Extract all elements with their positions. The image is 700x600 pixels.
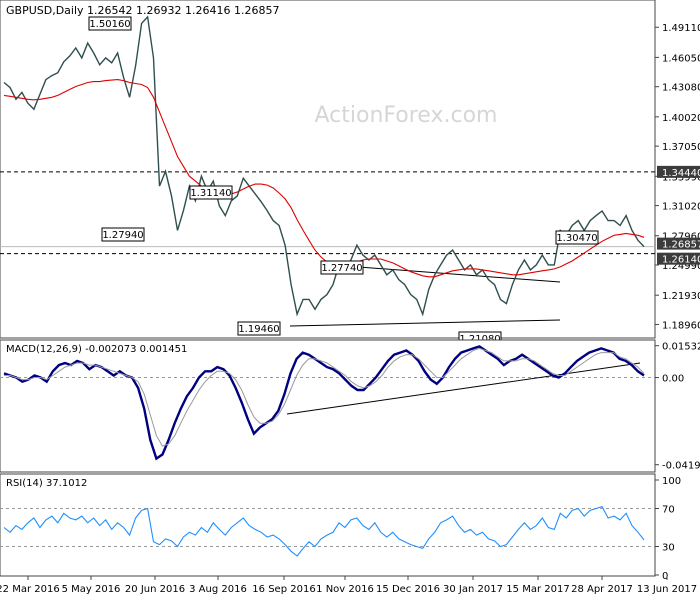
macd-signal-line xyxy=(4,347,645,447)
date-axis-label: 15 Mar 2017 xyxy=(506,584,569,595)
price-annotation-box xyxy=(320,260,364,275)
price-axis-label: 1.37050 xyxy=(662,142,700,153)
price-series-group xyxy=(3,15,645,317)
date-axis: 22 Mar 2016 5 May 2016 20 Jun 2016 3 Aug 20… xyxy=(0,576,697,595)
date-axis-label: 22 Mar 2016 xyxy=(0,584,60,595)
macd-axis: 0.015325 0.00 -0.041959 xyxy=(0,342,700,472)
rsi-axis-label: 70 xyxy=(662,505,675,516)
macd-panel-frame xyxy=(0,339,656,473)
date-axis-label: 15 Dec 2016 xyxy=(376,584,440,595)
price-tag xyxy=(657,252,700,265)
symbol-label: GBPUSD,Daily xyxy=(6,4,84,17)
price-annotation-label: 1.30470 xyxy=(556,233,597,244)
price-annotation-box xyxy=(101,227,145,242)
date-axis-label: 20 Jun 2016 xyxy=(125,584,185,595)
price-annotation-label: 1.31140 xyxy=(190,188,231,199)
macd-title: MACD(12,26,9) -0.002073 0.001451 xyxy=(6,344,187,355)
macd-axis-label: 0.00 xyxy=(662,374,684,385)
price-tag-label: 1.26140 xyxy=(662,255,700,266)
price-axis-label: 1.31020 xyxy=(662,202,700,213)
macd-trendline xyxy=(286,362,641,415)
date-axis-label: 16 Sep 2016 xyxy=(252,584,315,595)
price-axis-label: 1.43080 xyxy=(662,83,700,94)
price-tag xyxy=(657,237,700,250)
price-annotation-label: 1.27940 xyxy=(102,230,143,241)
rsi-line xyxy=(3,505,645,557)
macd-line xyxy=(3,345,645,461)
price-tags: 1.34440 1.26857 1.26140 xyxy=(657,165,700,266)
price-annotation-box xyxy=(555,230,599,245)
date-axis-label: 30 Jan 2017 xyxy=(443,584,503,595)
date-axis-label: 3 Aug 2016 xyxy=(189,584,247,595)
macd-series-group xyxy=(3,345,645,461)
rsi-panel-frame xyxy=(0,473,656,577)
watermark: ActionForex.com xyxy=(315,103,498,128)
price-axis-label: 1.49110 xyxy=(662,23,700,34)
rsi-panel: RSI(14) 37.1012 100 70 30 0 xyxy=(0,473,681,582)
price-axis: 1.491101.460501.430801.400201.370501.339… xyxy=(655,23,700,331)
price-line xyxy=(3,15,645,317)
price-axis-label: 1.40020 xyxy=(662,113,700,124)
macd-axis-label: 0.015325 xyxy=(662,342,700,353)
macd-axis-label: -0.041959 xyxy=(662,461,700,472)
price-tag xyxy=(657,165,700,178)
rsi-axis: 100 70 30 0 xyxy=(0,476,681,582)
macd-panel: MACD(12,26,9) -0.002073 0.001451 0.01532… xyxy=(0,339,700,473)
date-axis-label: 5 May 2016 xyxy=(62,584,121,595)
rsi-axis-label: 30 xyxy=(662,543,675,554)
price-annotation-box xyxy=(189,185,233,200)
price-reference-lines xyxy=(0,171,655,255)
ohlc-label: 1.26542 1.26932 1.26416 1.26857 xyxy=(87,4,279,17)
price-annotation-label: 1.27740 xyxy=(321,263,362,274)
rsi-title: RSI(14) 37.1012 xyxy=(6,478,87,489)
date-axis-label: 28 Apr 2017 xyxy=(571,584,633,595)
price-axis-label: 1.46050 xyxy=(662,53,700,64)
date-axis-label: 1 Nov 2016 xyxy=(316,584,374,595)
price-annotation-box xyxy=(237,321,281,336)
price-annotation-label: 1.19460 xyxy=(238,324,279,335)
price-axis-label: 1.27960 xyxy=(662,232,700,243)
price-annotation-box xyxy=(88,16,132,31)
rsi-series-group xyxy=(3,505,645,557)
rsi-axis-label: 100 xyxy=(662,476,681,487)
price-panel: ActionForex.com GBPUSD,Daily 1.26542 1.2… xyxy=(0,0,700,346)
rsi-axis-label: 0 xyxy=(662,571,668,582)
price-tag-label: 1.34440 xyxy=(662,168,700,179)
moving-average-line xyxy=(3,79,645,278)
price-annotation-label: 1.50160 xyxy=(89,19,130,30)
date-axis-label: 13 Jun 2017 xyxy=(637,584,697,595)
price-axis-label: 1.18960 xyxy=(662,320,700,331)
price-axis-label: 1.24990 xyxy=(662,261,700,272)
price-tag-label: 1.26857 xyxy=(662,240,700,251)
price-panel-frame xyxy=(0,0,656,339)
price-axis-label: 1.21930 xyxy=(662,291,700,302)
triangle-lower-trendline xyxy=(289,319,561,327)
